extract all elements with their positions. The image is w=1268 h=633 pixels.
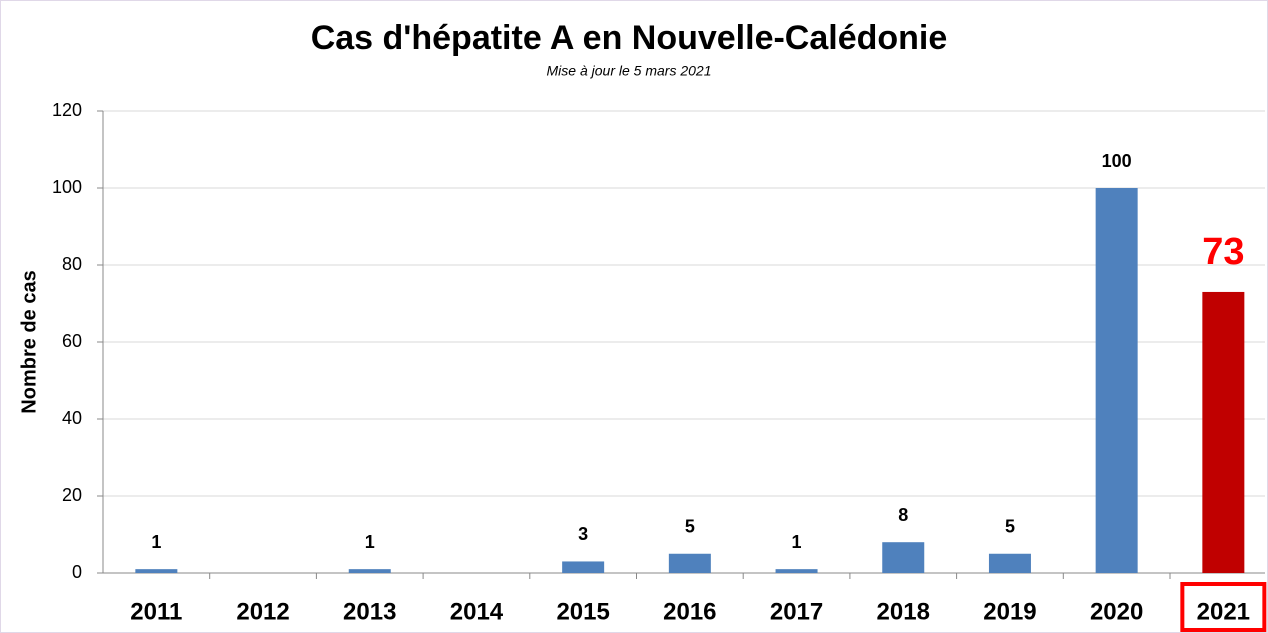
bar [775, 569, 818, 573]
highlight-box [1180, 582, 1267, 632]
bar [668, 553, 711, 573]
bar [1202, 291, 1245, 573]
data-label: 1 [151, 532, 161, 552]
y-axis-label: Nombre de cas [18, 270, 40, 413]
y-tick-label: 80 [62, 254, 82, 274]
x-tick-label: 2011 [130, 598, 182, 625]
bar [562, 561, 605, 573]
bar [348, 569, 391, 573]
data-label: 8 [898, 505, 908, 525]
y-tick-label: 0 [72, 562, 82, 582]
y-tick-label: 120 [52, 100, 82, 120]
y-tick-label: 40 [62, 408, 82, 428]
bar [988, 553, 1031, 573]
bar [882, 542, 925, 573]
data-label: 1 [792, 532, 802, 552]
x-tick-label: 2019 [983, 598, 1036, 625]
x-tick-label: 2021 [1197, 598, 1250, 625]
data-label: 3 [578, 524, 588, 544]
x-tick-label: 2013 [343, 598, 396, 625]
data-label: 100 [1102, 151, 1132, 171]
chart-subtitle: Mise à jour le 5 mars 2021 [547, 63, 712, 79]
data-label: 73 [1202, 231, 1244, 273]
y-tick-label: 60 [62, 331, 82, 351]
chart-title: Cas d'hépatite A en Nouvelle-Calédonie [311, 19, 948, 57]
y-tick-label: 100 [52, 177, 82, 197]
x-tick-label: 2015 [556, 598, 609, 625]
bar [1095, 188, 1138, 573]
data-label: 5 [1005, 517, 1015, 537]
x-tick-label: 2012 [236, 598, 289, 625]
bar [135, 569, 178, 573]
data-label: 1 [365, 532, 375, 552]
y-tick-label: 20 [62, 485, 82, 505]
x-tick-label: 2018 [877, 598, 930, 625]
x-tick-label: 2014 [450, 598, 504, 625]
x-tick-label: 2020 [1090, 598, 1143, 625]
data-label: 5 [685, 517, 695, 537]
x-tick-label: 2017 [770, 598, 823, 625]
x-tick-label: 2016 [663, 598, 716, 625]
